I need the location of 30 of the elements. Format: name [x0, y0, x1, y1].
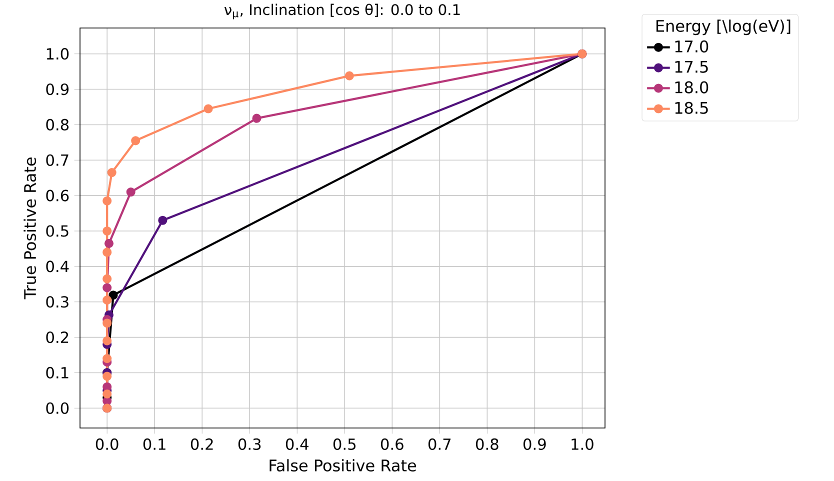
- x-tick-label: 0.0: [96, 438, 118, 450]
- legend-label: 18.0: [675, 81, 708, 94]
- legend-label: 17.0: [675, 40, 708, 53]
- x-tick-label: 0.4: [286, 438, 308, 450]
- x-tick-label: 0.5: [333, 438, 356, 450]
- y-tick-label: 0.6: [46, 190, 69, 202]
- x-tick-label: 0.3: [238, 438, 261, 450]
- y-tick-label: 1.0: [46, 48, 69, 60]
- legend-label: 18.5: [675, 102, 708, 114]
- y-tick-label: 0.9: [46, 83, 69, 96]
- x-tick-label: 0.7: [428, 438, 451, 450]
- x-tick-label: 1.0: [572, 438, 594, 450]
- x-tick-label: 0.6: [380, 438, 404, 450]
- y-tick-label: 0.7: [46, 154, 68, 166]
- y-tick-label: 0.4: [46, 260, 69, 272]
- y-tick-label: 0.5: [46, 225, 68, 237]
- x-tick-label: 0.9: [524, 438, 546, 450]
- x-tick-label: 0.2: [190, 438, 213, 450]
- chart-title: ν$_{μ}$, Inclination [cos θ]: 0.0 to 0.1: [224, 4, 460, 20]
- y-tick-label: 0.8: [46, 118, 69, 131]
- y-axis-title: True Positive Rate: [24, 158, 36, 300]
- legend-label: 17.5: [675, 60, 708, 73]
- x-axis-title: False Positive Rate: [270, 459, 416, 472]
- y-tick-label: 0.3: [46, 296, 68, 308]
- y-tick-label: 0.1: [46, 366, 68, 379]
- x-tick-label: 0.8: [476, 438, 498, 450]
- y-tick-label: 0.2: [46, 331, 68, 344]
- legend-title: Energy [\log(eV)]: [656, 20, 790, 36]
- y-tick-label: 0.0: [46, 402, 69, 414]
- x-tick-label: 0.1: [143, 438, 166, 450]
